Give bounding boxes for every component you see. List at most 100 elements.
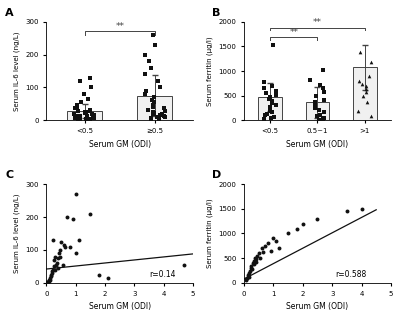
Text: D: D [212, 170, 221, 180]
Point [262, 113, 268, 118]
Point [74, 108, 81, 113]
Point [320, 110, 327, 115]
Point [244, 273, 251, 278]
Point [50, 264, 57, 269]
Point [74, 114, 80, 119]
Point [157, 113, 164, 118]
Point [262, 243, 268, 248]
Point [266, 96, 272, 101]
Point [151, 95, 157, 100]
Point [300, 221, 306, 226]
Point [271, 114, 278, 120]
Point [272, 102, 279, 107]
Point [162, 109, 168, 114]
Point [49, 269, 56, 274]
X-axis label: Serum GM (ODI): Serum GM (ODI) [89, 302, 151, 311]
Point [252, 256, 258, 261]
Point [156, 117, 162, 122]
Bar [258, 97, 282, 121]
Point [312, 102, 318, 107]
Point [247, 266, 254, 271]
Point [267, 108, 273, 113]
Point [250, 258, 257, 263]
Point [269, 43, 276, 48]
Point [62, 244, 69, 249]
Point [154, 78, 161, 83]
Point [364, 99, 370, 104]
Point [360, 93, 366, 99]
Point [150, 102, 156, 107]
Point [260, 116, 267, 121]
Point [86, 75, 93, 80]
Point [162, 115, 168, 120]
Point [64, 214, 70, 219]
Point [70, 216, 76, 221]
Point [355, 108, 361, 114]
Point [148, 115, 154, 121]
Point [91, 113, 97, 118]
Point [81, 109, 88, 114]
Point [56, 251, 62, 256]
Point [142, 92, 148, 97]
Point [264, 111, 270, 116]
Point [146, 59, 152, 64]
Point [363, 86, 370, 91]
Point [319, 86, 326, 91]
Point [263, 90, 269, 95]
Point [285, 231, 291, 236]
Point [260, 250, 266, 255]
Point [77, 114, 84, 119]
Point [268, 98, 275, 103]
Point [83, 110, 89, 115]
Point [78, 100, 84, 105]
Point [368, 59, 374, 64]
Point [87, 109, 94, 114]
Point [105, 275, 111, 280]
Y-axis label: Serum IL-6 level (ng/L): Serum IL-6 level (ng/L) [13, 31, 20, 111]
Point [46, 278, 52, 283]
Point [251, 261, 258, 266]
Point [181, 262, 188, 267]
Point [45, 279, 51, 284]
Point [151, 100, 157, 105]
Point [161, 105, 168, 110]
Bar [353, 67, 377, 121]
Point [150, 104, 156, 109]
Text: r=0.14: r=0.14 [149, 270, 176, 279]
Point [90, 115, 96, 120]
Point [46, 278, 52, 283]
Point [87, 107, 94, 112]
Text: r=0.588: r=0.588 [335, 270, 366, 279]
X-axis label: Serum GM (ODI): Serum GM (ODI) [286, 302, 348, 311]
Point [147, 65, 154, 70]
Point [72, 116, 78, 121]
Point [161, 113, 167, 118]
Point [268, 83, 275, 88]
Point [269, 110, 275, 115]
Point [48, 272, 54, 277]
Point [246, 270, 253, 275]
Y-axis label: Serum ferritin (μg/l): Serum ferritin (μg/l) [206, 199, 213, 268]
Text: **: ** [313, 18, 322, 27]
Point [47, 277, 53, 282]
Point [294, 226, 300, 231]
Point [314, 114, 320, 119]
Point [71, 111, 78, 116]
Point [314, 216, 321, 221]
Point [242, 278, 249, 283]
Point [156, 85, 163, 90]
Point [54, 266, 61, 271]
Point [85, 96, 92, 101]
Bar [67, 111, 102, 121]
Point [152, 42, 158, 47]
Point [247, 268, 253, 273]
Point [267, 248, 274, 253]
Point [72, 191, 79, 197]
Point [267, 106, 274, 111]
Bar [306, 102, 329, 121]
Point [148, 116, 154, 121]
Point [77, 78, 84, 83]
Point [150, 111, 157, 116]
Point [258, 246, 265, 251]
Point [74, 102, 80, 107]
